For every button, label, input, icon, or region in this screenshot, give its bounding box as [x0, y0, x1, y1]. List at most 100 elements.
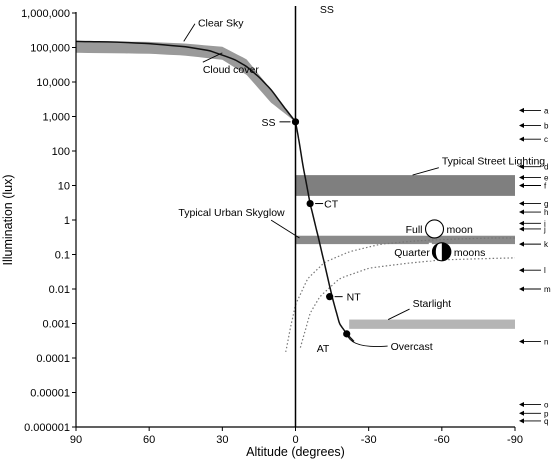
marker-point-nt	[326, 293, 334, 301]
annotation-typical-street-lighting: Typical Street Lighting	[442, 156, 545, 168]
skyglow-leader	[270, 219, 300, 239]
ref-label-p: p	[544, 409, 549, 418]
twilight-lower-dotted-line	[285, 237, 515, 353]
band-typical-urban-skyglow	[295, 235, 515, 245]
twilight-upper-dotted-line	[299, 257, 516, 348]
ref-label-a: a	[544, 106, 549, 115]
annotation-overcast: Overcast	[391, 341, 433, 353]
chart-annotations: SS Clear Sky Cloud cover Typical Street Lig…	[178, 4, 545, 353]
y-tick-label: 1,000	[42, 112, 70, 124]
y-tick-label: 10,000	[36, 77, 70, 89]
marker-point-ss	[291, 118, 300, 126]
ref-label-k: k	[544, 240, 549, 249]
marker-label-ct: CT	[324, 199, 339, 211]
annotation-typical-urban-skyglow: Typical Urban Skyglow	[178, 207, 285, 219]
y-tick-label: 1,000,000	[21, 8, 70, 20]
moon-label-2: moon	[447, 224, 473, 236]
annotation-starlight: Starlight	[413, 298, 452, 310]
twilight-bound-curves	[285, 237, 516, 353]
ref-arrowhead-p	[519, 410, 524, 416]
x-tick-label: -30	[361, 434, 377, 446]
street-lighting-leader	[412, 167, 439, 176]
illumination-curve	[75, 40, 355, 343]
clear-sky-leader	[183, 23, 196, 42]
band-starlight	[349, 319, 515, 329]
ref-arrowhead-a	[519, 107, 524, 113]
moon-full: Full moon	[406, 219, 473, 239]
chart-bands	[76, 41, 515, 329]
ref-label-c: c	[544, 135, 548, 144]
ref-arrowhead-m	[519, 286, 524, 292]
ref-arrowhead-c	[519, 136, 524, 142]
ref-label-e: e	[544, 174, 549, 183]
y-tick-label: 0.01	[49, 284, 70, 296]
y-axis-label: Illumination (lux)	[1, 174, 15, 265]
ref-arrowhead-o	[519, 401, 524, 407]
quarter-moon-shade-left	[431, 242, 441, 261]
y-tick-label: 1	[64, 215, 70, 227]
ref-arrowhead-h	[519, 209, 524, 215]
x-tick-label: 60	[143, 434, 155, 446]
moon-quarter: Quarter moons	[394, 242, 486, 262]
y-tick-label: 0.0001	[36, 353, 70, 365]
x-tick-label: 90	[70, 434, 82, 446]
y-tick-label: 100	[52, 146, 70, 158]
y-axis-ticks: 1,000,000 100,000 10,000 1,000 100 10 1 0.1 0.01…	[21, 8, 76, 434]
annotation-ss: SS	[320, 4, 334, 16]
ref-label-o: o	[544, 400, 549, 409]
ref-arrowhead-n	[519, 339, 524, 345]
ref-arrowhead-i	[519, 220, 524, 226]
cloud-cover-leader	[202, 52, 223, 63]
event-markers: SS CT NT AT	[262, 117, 362, 355]
ref-label-f: f	[544, 182, 547, 191]
ref-arrowhead-f	[519, 183, 524, 188]
band-cloud-cover	[76, 41, 296, 122]
chart-axes	[75, 6, 515, 428]
ref-label-b: b	[544, 121, 549, 130]
y-tick-label: 0.1	[55, 250, 70, 262]
marker-label-nt: NT	[347, 292, 362, 304]
ref-label-d: d	[544, 163, 548, 172]
ref-label-i: i	[544, 219, 546, 228]
moon-label: Full	[406, 224, 423, 236]
y-tick-label: 100,000	[30, 43, 70, 55]
marker-label-ss: SS	[262, 117, 276, 129]
starlight-leader	[387, 308, 410, 320]
annotation-clear-sky: Clear Sky	[198, 18, 244, 30]
ref-label-m: m	[544, 285, 551, 294]
x-tick-label: -90	[507, 434, 523, 446]
ref-arrowhead-g	[519, 201, 524, 207]
y-tick-label: 0.00001	[30, 388, 70, 400]
moon-label: Quarter	[394, 247, 430, 259]
x-axis-ticks: 90 60 30 0 -30 -60 -90	[70, 427, 523, 446]
moon-label-2: moons	[454, 247, 486, 259]
ref-label-l: l	[544, 266, 546, 275]
y-tick-label: 10	[58, 181, 70, 193]
y-tick-label: 0.000001	[24, 422, 70, 434]
ref-label-n: n	[544, 338, 548, 347]
x-tick-label: 30	[216, 434, 228, 446]
y-tick-label: 0.001	[42, 319, 70, 331]
quarter-moon-shade	[441, 242, 451, 261]
marker-label-at: AT	[317, 343, 330, 355]
annotation-cloud-cover: Cloud cover	[203, 64, 260, 76]
series-clear-sky	[75, 40, 355, 343]
ref-label-j: j	[543, 225, 546, 234]
band-typical-street-lighting	[295, 175, 515, 196]
ref-arrowhead-q	[519, 418, 524, 424]
overcast-leader	[346, 333, 388, 347]
ref-arrowhead-b	[519, 122, 524, 128]
ref-arrowhead-e	[519, 175, 524, 181]
moon-symbols: Full moon Quarter moons	[394, 219, 486, 262]
ref-label-h: h	[544, 208, 548, 217]
quarter-moon-gap	[428, 242, 432, 261]
ref-arrowhead-j	[519, 226, 524, 232]
x-tick-label: 0	[292, 434, 298, 446]
ref-label-q: q	[544, 417, 548, 426]
full-moon-icon	[424, 219, 445, 239]
ref-arrowhead-d	[519, 164, 524, 170]
x-axis-label: Altitude (degrees)	[246, 445, 345, 459]
marker-point-ct	[306, 199, 314, 208]
